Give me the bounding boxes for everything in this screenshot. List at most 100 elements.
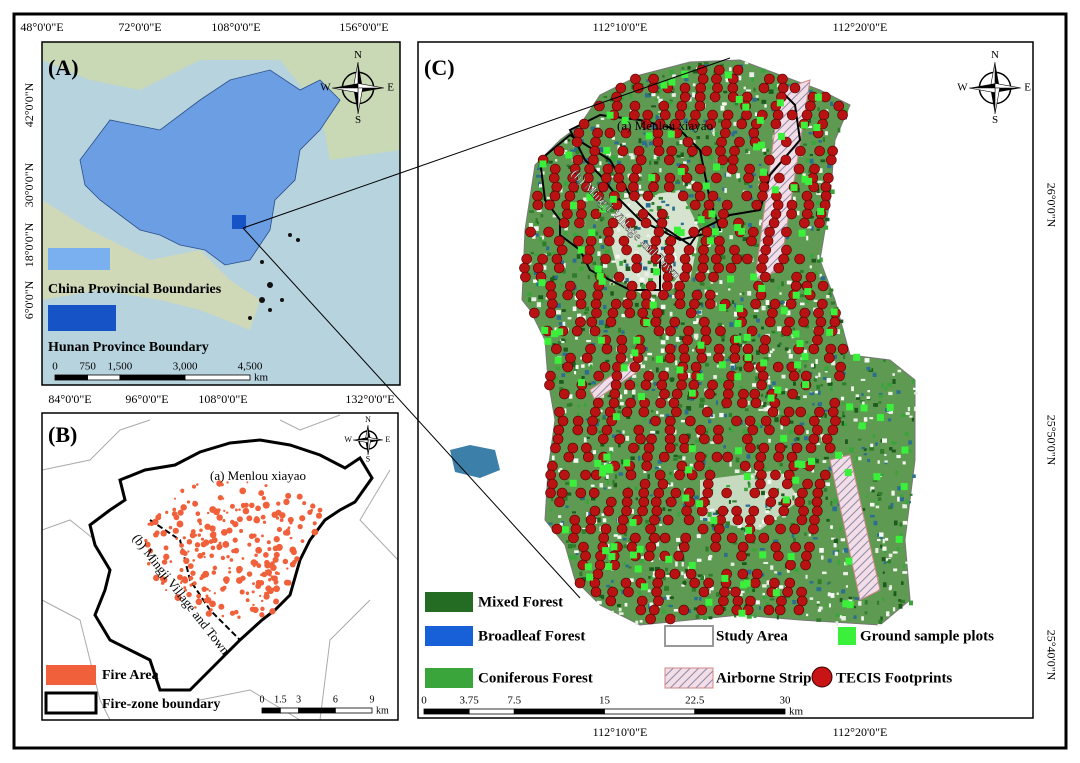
fire-patch [289, 561, 296, 568]
land-cover [659, 334, 663, 339]
ground-plot [602, 547, 610, 555]
land-cover [656, 156, 661, 161]
land-cover [749, 475, 754, 478]
land-cover [853, 418, 858, 422]
land-cover [729, 322, 734, 327]
land-cover [812, 117, 817, 120]
legend-label: Mixed Forest [478, 594, 563, 610]
tecis-footprint [698, 244, 709, 256]
tecis-footprint [658, 289, 669, 301]
land-cover [833, 543, 837, 548]
tecis-footprint [729, 343, 741, 355]
fire-patch [245, 598, 250, 603]
land-cover [738, 468, 744, 471]
tecis-footprint [616, 343, 628, 355]
tecis-footprint [711, 451, 723, 463]
ground-plot [734, 320, 742, 328]
land-cover [869, 502, 875, 507]
ground-plot [886, 403, 894, 411]
land-cover [617, 535, 622, 539]
land-cover [808, 132, 813, 135]
land-cover [672, 206, 675, 211]
tecis-footprint [643, 442, 655, 454]
land-cover [592, 450, 596, 455]
fire-patch [300, 539, 305, 543]
tecis-footprint [784, 577, 796, 589]
scale-label: 0 [421, 695, 427, 707]
land-cover [669, 596, 674, 600]
tecis-footprint [731, 415, 742, 427]
land-cover [605, 275, 609, 279]
tecis-footprint [679, 82, 691, 94]
land-cover [644, 271, 649, 277]
land-cover [815, 375, 818, 379]
tecis-footprint [645, 613, 656, 625]
tecis-footprint [741, 109, 752, 121]
land-cover [825, 482, 830, 486]
land-cover [799, 422, 805, 426]
land-cover [692, 69, 698, 74]
land-cover [552, 251, 556, 255]
tecis-footprint [796, 514, 808, 526]
compass-point [969, 83, 995, 88]
land-cover [683, 573, 688, 579]
ground-plot [845, 557, 853, 565]
land-cover [807, 169, 812, 173]
land-cover [649, 494, 653, 497]
land-cover [878, 619, 882, 625]
tecis-footprint [621, 406, 633, 418]
tecis-footprint [748, 505, 760, 517]
land-cover [837, 416, 842, 420]
tecis-footprint [575, 388, 587, 400]
land-cover [729, 235, 734, 240]
coord-label: 26°0'0"N [1044, 183, 1058, 228]
ground-plot [801, 353, 809, 361]
land-cover [875, 548, 879, 553]
land-cover [566, 164, 570, 168]
land-cover [669, 482, 674, 487]
land-cover [799, 269, 804, 273]
land-cover [587, 382, 592, 386]
land-cover [653, 161, 659, 165]
land-cover [725, 309, 729, 312]
land-cover [660, 348, 665, 353]
scale-unit: km [376, 705, 389, 716]
ground-plot [792, 330, 800, 338]
tecis-footprint [617, 514, 629, 526]
land-cover [765, 385, 769, 389]
fire-patch [252, 582, 256, 586]
land-cover [621, 361, 624, 366]
tecis-footprint [679, 442, 691, 454]
tecis-footprint [586, 424, 598, 436]
ground-plot [758, 284, 766, 292]
ground-plot [688, 561, 696, 569]
tecis-footprint [620, 577, 632, 589]
tecis-footprint [575, 298, 587, 310]
land-cover [781, 281, 784, 287]
land-cover [731, 424, 737, 428]
fire-patch [183, 557, 190, 564]
land-cover [601, 594, 605, 600]
fire-patch [177, 509, 184, 516]
land-cover [820, 276, 826, 281]
land-cover [709, 586, 714, 591]
ground-plot [629, 551, 637, 559]
land-cover [768, 385, 772, 390]
tecis-footprint [669, 568, 681, 580]
land-cover [557, 341, 562, 345]
land-cover [817, 254, 820, 260]
land-cover [681, 571, 684, 576]
tecis-footprint [770, 118, 782, 130]
fire-patch [195, 511, 201, 517]
land-cover [599, 483, 604, 488]
tecis-footprint [727, 154, 739, 166]
tecis-footprint [736, 118, 748, 130]
fire-patch [189, 583, 193, 587]
land-cover [816, 618, 822, 622]
tecis-footprint [763, 604, 775, 616]
tecis-footprint [678, 433, 690, 445]
tecis-footprint [801, 208, 813, 220]
tecis-footprint [776, 595, 787, 607]
land-cover [584, 306, 590, 312]
land-cover [668, 101, 673, 105]
